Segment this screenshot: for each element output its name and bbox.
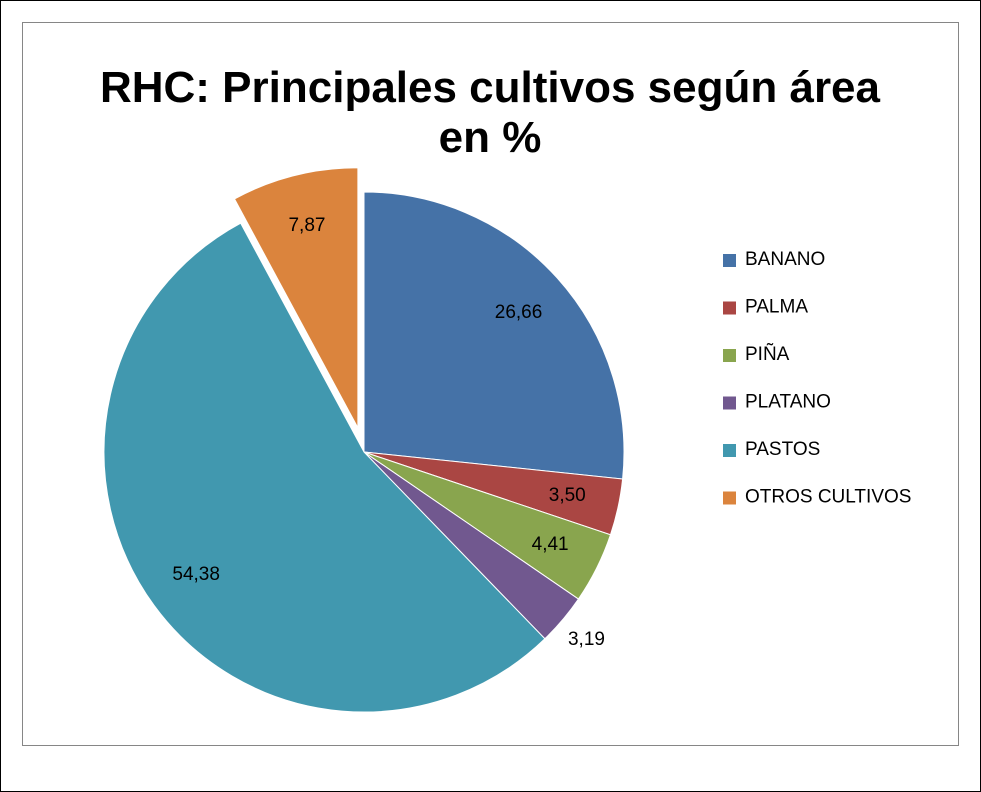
legend-label: PALMA bbox=[745, 297, 808, 318]
chart-title: RHC: Principales cultivos según área en % bbox=[100, 63, 881, 162]
pie-slice bbox=[363, 191, 625, 480]
legend-swatch bbox=[723, 396, 736, 410]
legend-swatch bbox=[723, 301, 736, 315]
data-label: 3,19 bbox=[568, 629, 605, 650]
data-label: 54,38 bbox=[172, 564, 220, 585]
data-label: 4,41 bbox=[532, 534, 569, 555]
data-label: 3,50 bbox=[549, 485, 586, 506]
legend-label: BANANO bbox=[745, 249, 825, 270]
data-label: 26,66 bbox=[495, 302, 543, 323]
legend-label: PIÑA bbox=[745, 343, 790, 365]
pie-slice bbox=[233, 167, 359, 428]
legend-label: PASTOS bbox=[745, 439, 820, 460]
legend-swatch bbox=[723, 444, 736, 457]
pie-slice bbox=[103, 222, 546, 713]
legend-swatch bbox=[723, 491, 736, 505]
legend-swatch bbox=[723, 349, 736, 362]
legend-label: OTROS CULTIVOS bbox=[745, 487, 911, 508]
legend-label: PLATANO bbox=[745, 392, 831, 413]
legend-swatch bbox=[723, 254, 736, 267]
data-label: 7,87 bbox=[288, 215, 325, 236]
